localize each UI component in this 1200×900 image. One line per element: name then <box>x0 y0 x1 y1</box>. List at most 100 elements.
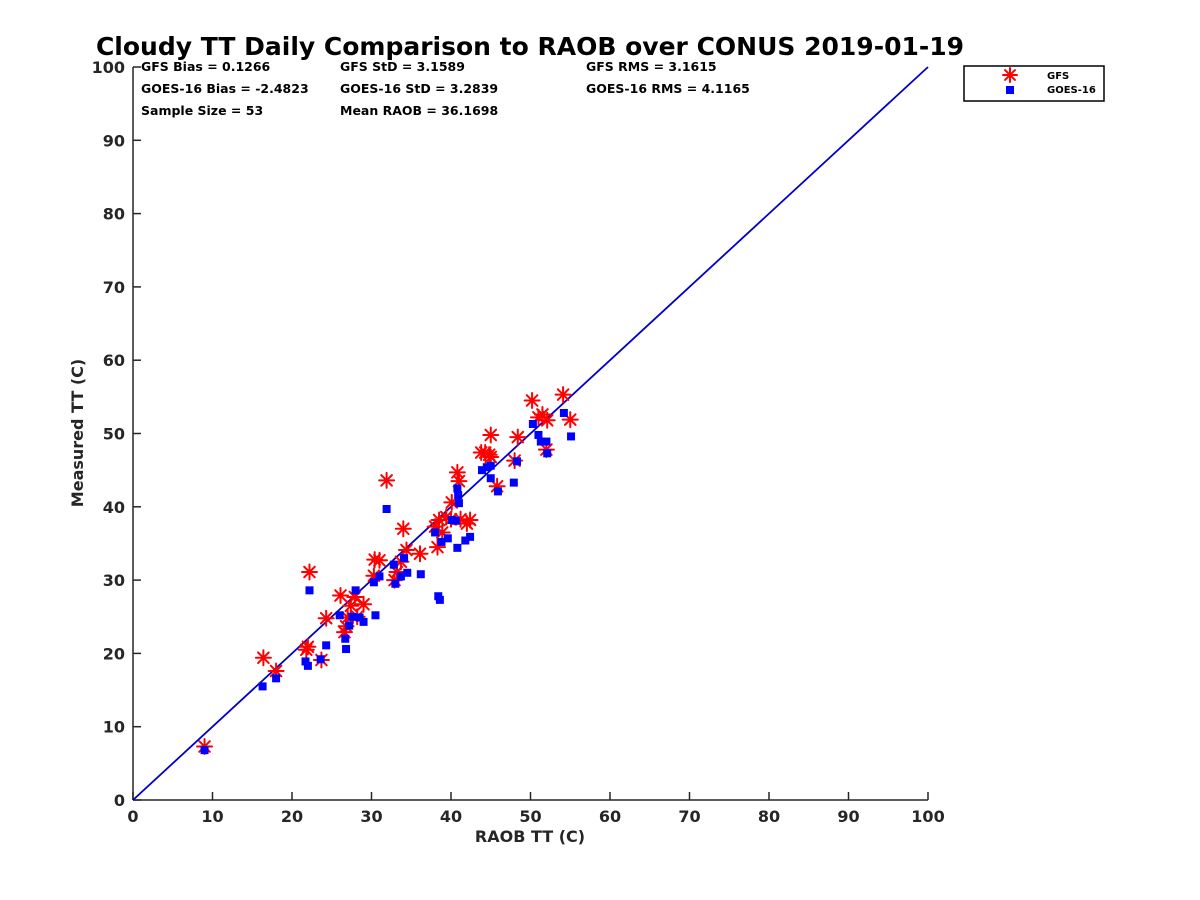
goes16-point <box>345 621 354 630</box>
one-to-one-reference-line <box>132 66 929 801</box>
goes16-point <box>461 536 470 545</box>
gfs-point <box>509 428 527 446</box>
goes16-point <box>493 487 502 496</box>
gfs-point <box>397 541 415 559</box>
y-tick-label: 90 <box>103 131 125 150</box>
x-tick-label: 60 <box>599 807 621 826</box>
stat-goes16-std: GOES-16 StD = 3.2839 <box>340 81 498 96</box>
y-axis-label: Measured TT (C) <box>68 359 87 507</box>
goes16-point <box>542 437 551 446</box>
goes16-point <box>437 537 446 546</box>
gfs-point <box>254 649 272 667</box>
statistics-block: GFS Bias = 0.1266 GFS StD = 3.1589 GFS R… <box>141 59 750 118</box>
goes16-point <box>335 611 344 620</box>
goes16-point <box>382 504 391 513</box>
goes16-point <box>536 437 545 446</box>
goes16-point <box>478 466 487 475</box>
series-goes16 <box>200 408 576 755</box>
goes16-point <box>416 570 425 579</box>
legend-marker-goes16 <box>1006 86 1014 94</box>
goes16-point <box>272 674 281 683</box>
gfs-point <box>355 595 373 613</box>
goes16-point <box>301 657 310 666</box>
x-ticks: 0 10 20 30 40 50 60 70 80 90 100 <box>127 792 945 826</box>
gfs-point <box>411 545 429 563</box>
y-tick-label: 30 <box>103 571 125 590</box>
stat-goes16-bias: GOES-16 Bias = -2.4823 <box>141 81 309 96</box>
legend: GFS GOES-16 <box>963 65 1105 102</box>
y-tick-label: 50 <box>103 425 125 444</box>
goes16-point <box>200 746 209 755</box>
x-tick-label: 40 <box>440 807 462 826</box>
gfs-point <box>538 411 556 429</box>
y-tick-label: 20 <box>103 644 125 663</box>
y-tick-label: 100 <box>92 58 125 77</box>
goes16-point <box>559 408 568 417</box>
goes16-point <box>258 682 267 691</box>
goes16-point <box>431 528 440 537</box>
goes16-point <box>351 586 360 595</box>
x-tick-label: 10 <box>201 807 223 826</box>
stat-mean-raob: Mean RAOB = 36.1698 <box>340 103 498 118</box>
legend-label-goes16: GOES-16 <box>1047 85 1096 96</box>
goes16-point <box>451 516 460 525</box>
x-tick-label: 70 <box>678 807 700 826</box>
gfs-point <box>482 426 500 444</box>
x-tick-label: 80 <box>758 807 780 826</box>
goes16-point <box>355 613 364 622</box>
stat-goes16-rms: GOES-16 RMS = 4.1165 <box>586 81 750 96</box>
goes16-point <box>512 457 521 466</box>
x-tick-label: 100 <box>911 807 944 826</box>
goes16-point <box>348 612 357 621</box>
goes16-point <box>453 484 462 493</box>
goes16-point <box>359 617 368 626</box>
goes16-point <box>454 491 463 500</box>
stat-gfs-bias: GFS Bias = 0.1266 <box>141 59 271 74</box>
goes16-point <box>371 611 380 620</box>
gfs-point <box>394 520 412 538</box>
gfs-point <box>378 471 396 489</box>
goes16-point <box>486 474 495 483</box>
gfs-point <box>300 563 318 581</box>
goes16-point <box>543 449 552 458</box>
gfs-point <box>480 446 498 464</box>
stat-gfs-std: GFS StD = 3.1589 <box>340 59 465 74</box>
gfs-point <box>461 511 479 529</box>
legend-gfs-asterisk <box>1002 67 1018 83</box>
y-tick-label: 0 <box>114 791 125 810</box>
gfs-point <box>370 551 388 569</box>
y-tick-label: 40 <box>103 498 125 517</box>
goes16-point <box>400 554 409 563</box>
y-tick-label: 80 <box>103 205 125 224</box>
goes16-point <box>341 634 350 643</box>
gfs-point <box>331 586 349 604</box>
legend-label-gfs: GFS <box>1047 71 1069 82</box>
x-axis-label: RAOB TT (C) <box>475 827 585 846</box>
goes16-point <box>443 534 452 543</box>
goes16-point <box>391 579 400 588</box>
goes16-point <box>303 661 312 670</box>
goes16-point <box>375 572 384 581</box>
x-tick-label: 50 <box>519 807 541 826</box>
gfs-point <box>554 386 572 404</box>
goes16-point <box>509 478 518 487</box>
goes16-point <box>369 578 378 587</box>
stat-gfs-rms: GFS RMS = 3.1615 <box>586 59 717 74</box>
gfs-point <box>299 638 317 656</box>
goes16-point <box>466 532 475 541</box>
goes16-point <box>534 430 543 439</box>
goes16-point <box>454 499 463 508</box>
goes16-point <box>342 645 351 654</box>
goes16-point <box>403 568 412 577</box>
goes16-point <box>396 572 405 581</box>
chart-title: Cloudy TT Daily Comparison to RAOB over … <box>96 32 964 61</box>
goes16-point <box>322 641 331 650</box>
x-tick-label: 30 <box>360 807 382 826</box>
goes16-point <box>389 560 398 569</box>
goes16-point <box>567 432 576 441</box>
x-tick-label: 20 <box>281 807 303 826</box>
goes16-point <box>435 595 444 604</box>
stat-sample-size: Sample Size = 53 <box>141 103 263 118</box>
legend-marker-gfs <box>1002 67 1018 83</box>
